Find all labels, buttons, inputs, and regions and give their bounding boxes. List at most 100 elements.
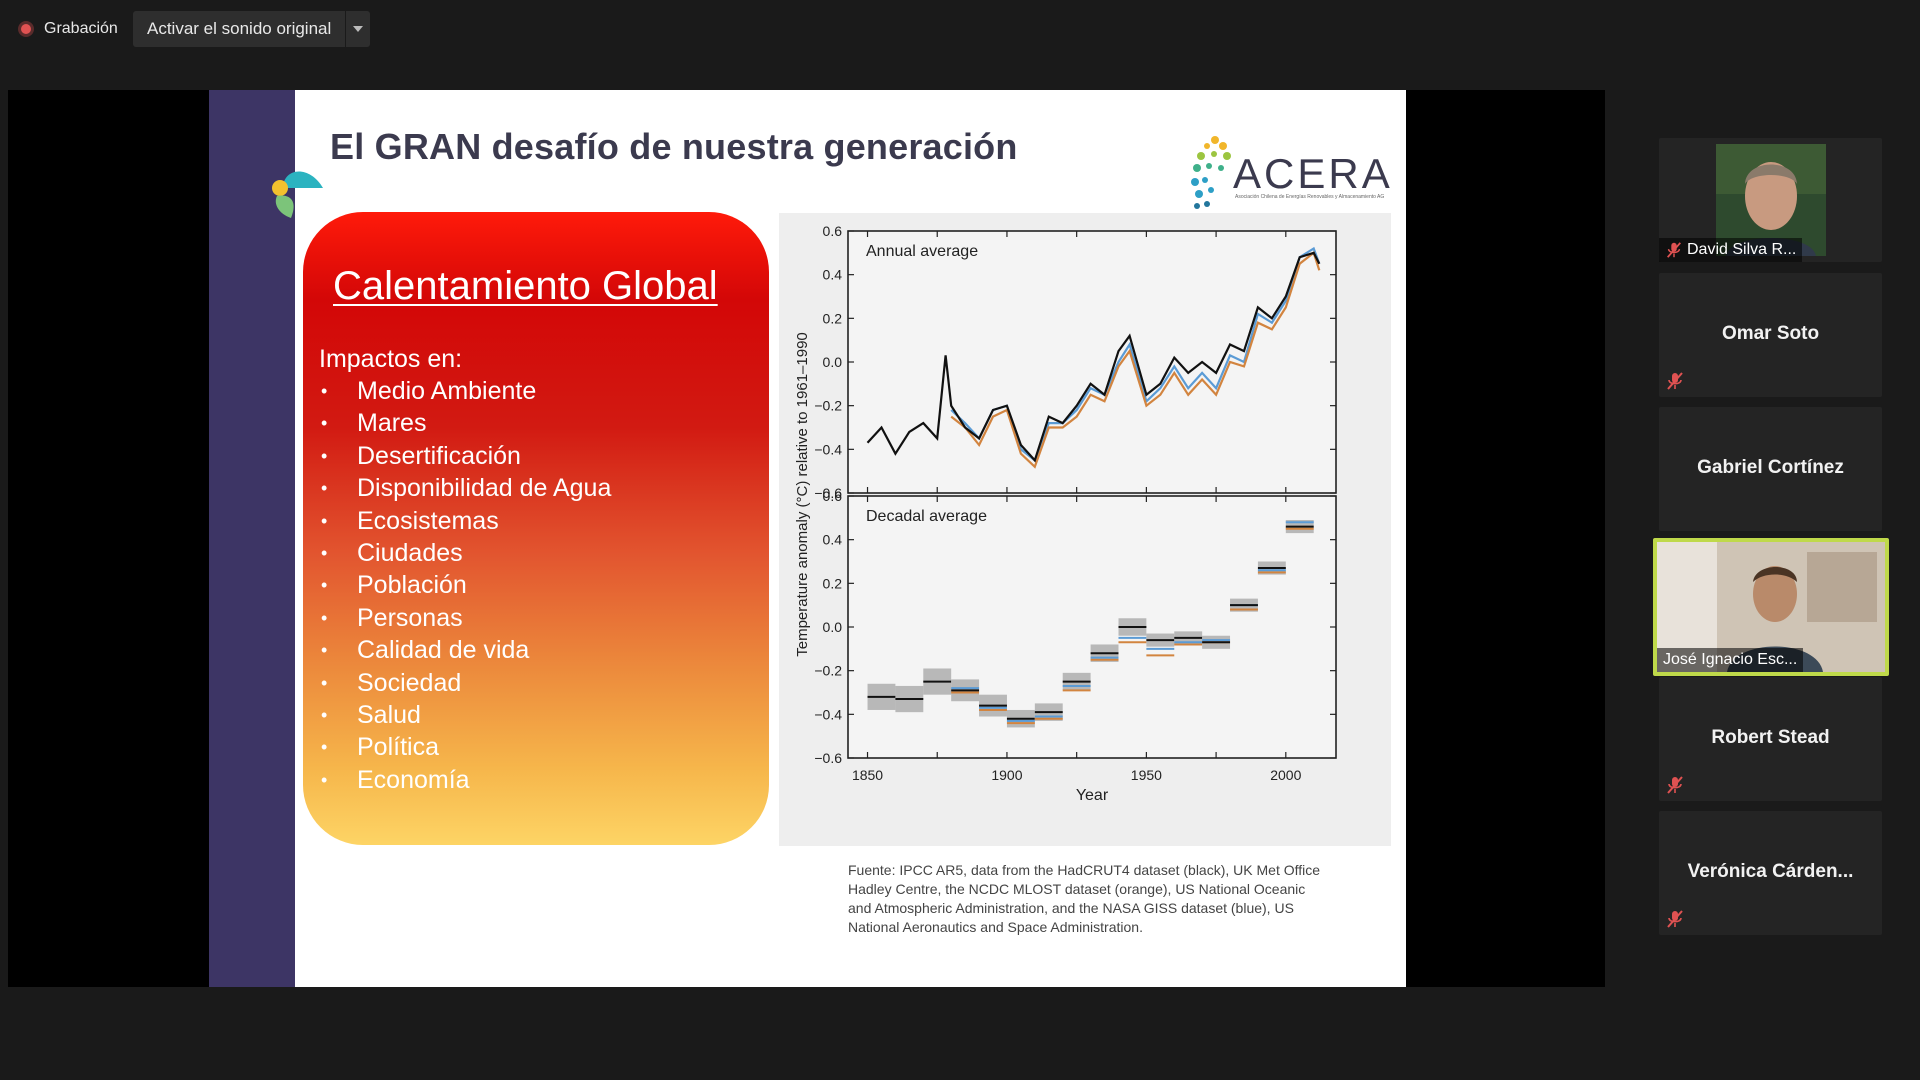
y-tick-label: −0.4 xyxy=(814,706,842,722)
bullet-icon: • xyxy=(321,478,328,499)
bullet-icon: • xyxy=(321,575,328,596)
presentation-slide: El GRAN desafío de nuestra generación AC… xyxy=(209,90,1406,987)
impact-item: • Economía xyxy=(319,764,611,796)
impact-label: Ciudades xyxy=(357,538,463,567)
original-sound-button[interactable]: Activar el sonido original xyxy=(133,11,347,47)
impact-label: Calidad de vida xyxy=(357,636,530,665)
impact-item: • Ciudades xyxy=(319,537,611,569)
y-tick-label: 0.6 xyxy=(823,488,843,504)
slide-sidebar-band xyxy=(209,90,295,987)
impact-item: • Disponibilidad de Agua xyxy=(319,472,611,504)
x-tick-label: 1950 xyxy=(1131,767,1162,783)
impact-item: • Ecosistemas xyxy=(319,505,611,537)
bullet-icon: • xyxy=(321,542,328,563)
participant-video xyxy=(1716,144,1826,256)
x-axis-label: Year xyxy=(1076,787,1109,804)
impact-label: Salud xyxy=(357,700,421,729)
logo-wordmark: ACERA xyxy=(1233,150,1393,197)
temperature-chart-panel: 0.6 0.4 0.2 0.0 −0.2 −0.4 −0.6 Annual average 0.… xyxy=(779,213,1391,846)
bullet-icon: • xyxy=(321,413,328,434)
bullet-icon: • xyxy=(321,704,328,725)
y-tick-label: −0.2 xyxy=(814,398,842,414)
x-tick-label: 1900 xyxy=(991,767,1022,783)
logo-subtitle: Asociación Chilena de Energías Renovable… xyxy=(1235,194,1385,200)
muted-mic-icon xyxy=(1667,372,1683,390)
x-tick-label: 2000 xyxy=(1270,767,1301,783)
muted-mic-icon xyxy=(1667,910,1683,928)
source-citation: Fuente: IPCC AR5, data from the HadCRUT4… xyxy=(848,862,1321,935)
participant-name: José Ignacio Esc... xyxy=(1663,651,1798,668)
original-sound-dropdown[interactable] xyxy=(346,11,371,47)
chevron-down-icon xyxy=(353,26,364,32)
y-tick-label: −0.6 xyxy=(814,485,842,501)
impact-item: • Personas xyxy=(319,602,611,634)
recording-indicator[interactable]: Grabación xyxy=(18,20,118,38)
bullet-icon: • xyxy=(321,672,328,693)
annual-series-line xyxy=(866,251,1321,463)
impact-label: Personas xyxy=(357,603,463,632)
participant-name: Verónica Cárden... xyxy=(1687,861,1854,882)
impact-item: • Mares xyxy=(319,407,611,439)
impact-label: Desertificación xyxy=(357,441,521,470)
muted-mic-icon xyxy=(1667,242,1681,258)
muted-mic-icon xyxy=(1667,776,1683,794)
participant-name: Robert Stead xyxy=(1711,727,1830,748)
bullet-icon: • xyxy=(321,445,328,466)
bullet-icon: • xyxy=(321,769,328,790)
bullet-icon: • xyxy=(321,607,328,628)
participant-name: Gabriel Cortínez xyxy=(1697,457,1844,478)
impact-label: Política xyxy=(357,733,439,762)
participant-tile[interactable]: Verónica Cárden... xyxy=(1659,811,1882,935)
impact-label: Disponibilidad de Agua xyxy=(357,474,612,503)
y-tick-label: 0.2 xyxy=(823,575,843,591)
y-tick-label: 0.0 xyxy=(823,354,843,370)
plot-frame xyxy=(847,495,1337,759)
y-tick-label: −0.4 xyxy=(814,441,842,457)
impact-item: • Sociedad xyxy=(319,667,611,699)
participant-tile[interactable]: Robert Stead xyxy=(1659,677,1882,801)
recording-dot-icon xyxy=(18,21,34,37)
impact-item: • Salud xyxy=(319,699,611,731)
meeting-topbar: Grabación Activar el sonido original xyxy=(0,0,1920,60)
bullet-icon: • xyxy=(321,737,328,758)
impacts-heading: Calentamiento Global xyxy=(333,264,718,308)
recording-label: Grabación xyxy=(44,20,118,37)
impacts-intro: Impactos en: xyxy=(319,345,463,373)
acera-logo: ACERA Asociación Chilena de Energías Ren… xyxy=(1187,130,1390,220)
temperature-chart: 0.6 0.4 0.2 0.0 −0.2 −0.4 −0.6 Annual average 0.… xyxy=(794,223,1337,804)
participant-portrait-icon xyxy=(1716,144,1826,256)
panel-title: Decadal average xyxy=(866,508,987,525)
y-tick-label: −0.6 xyxy=(814,750,842,766)
y-tick-label: 0.6 xyxy=(823,223,843,239)
y-tick-label: 0.4 xyxy=(823,532,843,548)
impact-item: • Medio Ambiente xyxy=(319,375,611,407)
participant-tile[interactable]: David Silva R... xyxy=(1659,138,1882,262)
participant-label: David Silva R... xyxy=(1659,238,1803,262)
y-tick-label: 0.2 xyxy=(823,310,843,326)
participant-tile[interactable]: José Ignacio Esc... xyxy=(1653,538,1889,676)
impact-label: Mares xyxy=(357,409,427,438)
participant-label: José Ignacio Esc... xyxy=(1657,648,1804,672)
y-axis-label: Temperature anomaly (°C) relative to 196… xyxy=(794,332,811,657)
impact-item: • Desertificación xyxy=(319,440,611,472)
impact-label: Sociedad xyxy=(357,668,462,697)
impact-item: • Política xyxy=(319,731,611,763)
x-tick-label: 1850 xyxy=(852,767,883,783)
y-tick-label: 0.0 xyxy=(823,619,843,635)
impacts-list: • Medio Ambiente • Mares • Desertificación • Di… xyxy=(319,375,611,796)
impact-item: • Calidad de vida xyxy=(319,634,611,666)
y-tick-label: −0.2 xyxy=(814,663,842,679)
slide-title: El GRAN desafío de nuestra generación xyxy=(330,126,1018,167)
impact-label: Ecosistemas xyxy=(357,506,499,535)
flower-logo-icon xyxy=(1191,136,1231,209)
impact-item: • Población xyxy=(319,569,611,601)
bird-logo-icon xyxy=(272,171,323,218)
bullet-icon: • xyxy=(321,510,328,531)
participant-name: Omar Soto xyxy=(1721,323,1820,344)
impact-label: Medio Ambiente xyxy=(357,377,537,405)
participant-tile[interactable]: Omar Soto xyxy=(1659,273,1882,397)
participant-tile[interactable]: Gabriel Cortínez xyxy=(1659,407,1882,531)
panel-title: Annual average xyxy=(866,243,978,260)
impact-label: Economía xyxy=(357,765,470,794)
impacts-panel: Calentamiento Global Impactos en: • Medio… xyxy=(303,212,769,845)
